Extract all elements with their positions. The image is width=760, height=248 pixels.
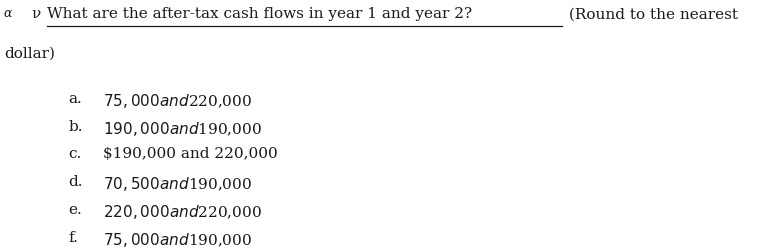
Text: d.: d.: [68, 175, 83, 189]
Text: What are the after-tax cash flows in year 1 and year 2?: What are the after-tax cash flows in yea…: [47, 7, 472, 21]
Text: $220,000 and $220,000: $220,000 and $220,000: [103, 203, 261, 221]
Text: a.: a.: [68, 92, 82, 106]
Text: e.: e.: [68, 203, 82, 217]
Text: f.: f.: [68, 231, 78, 245]
Text: dollar): dollar): [4, 47, 55, 61]
Text: $75,000 and $190,000: $75,000 and $190,000: [103, 231, 252, 248]
Text: (Round to the nearest: (Round to the nearest: [564, 7, 738, 21]
Text: ν: ν: [32, 7, 46, 21]
Text: $190,000 and 220,000: $190,000 and 220,000: [103, 147, 277, 161]
Text: c.: c.: [68, 147, 81, 161]
Text: b.: b.: [68, 120, 83, 133]
Text: $75,000 and $220,000: $75,000 and $220,000: [103, 92, 252, 110]
Text: $70,500 and $190,000: $70,500 and $190,000: [103, 175, 252, 193]
Text: $190,000 and $190,000: $190,000 and $190,000: [103, 120, 261, 138]
Text: α: α: [4, 7, 12, 20]
